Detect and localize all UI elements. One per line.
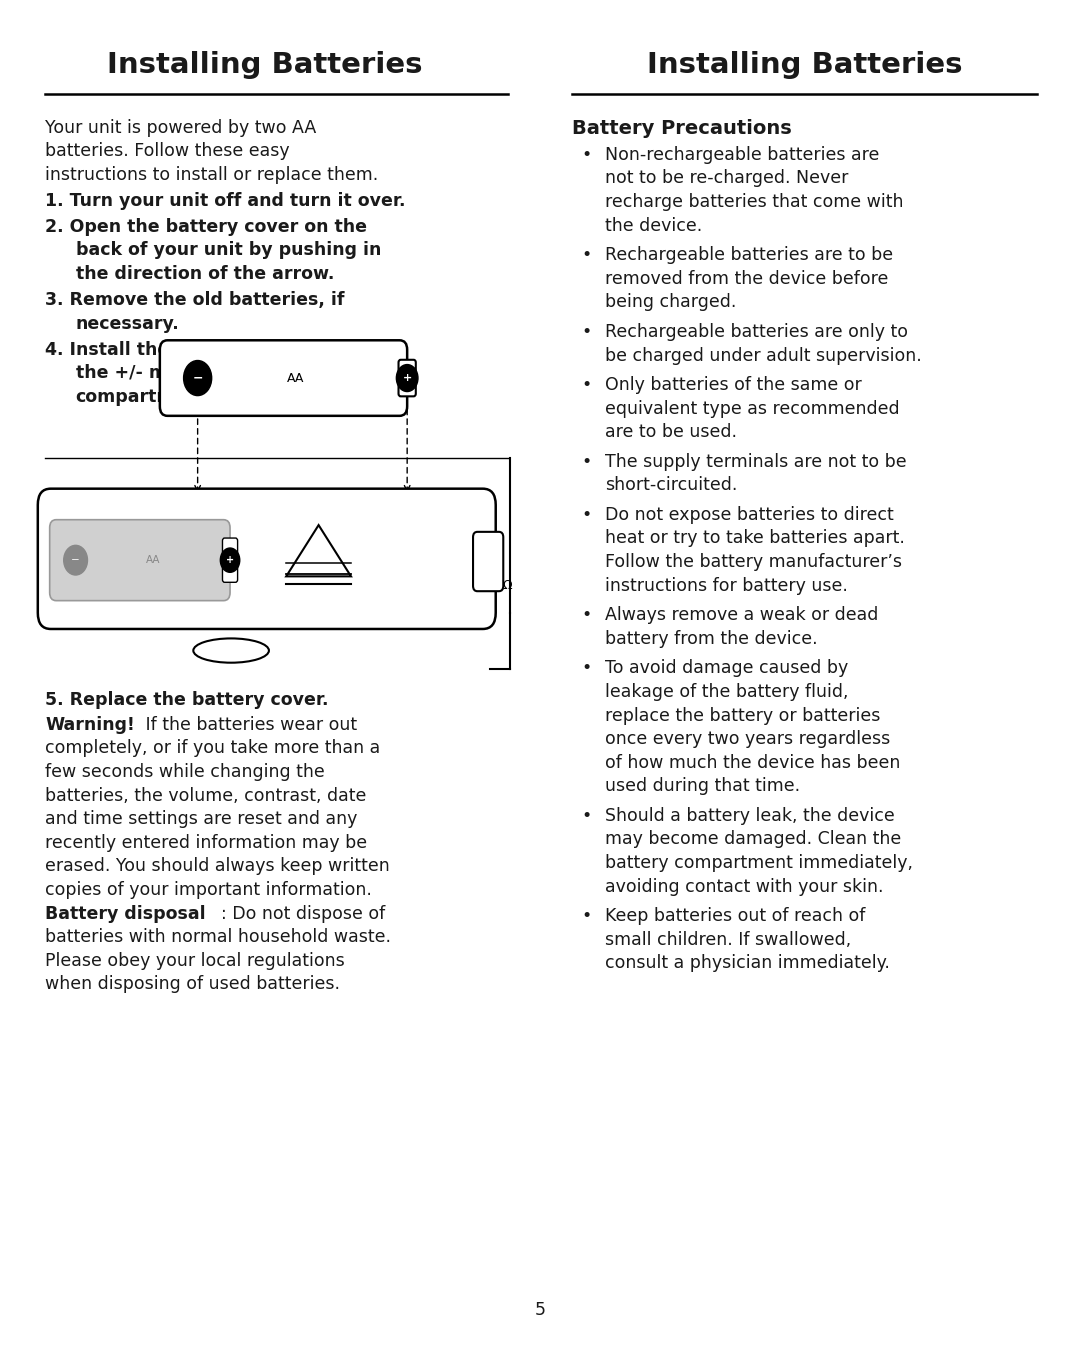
- Text: Rechargeable batteries are only to: Rechargeable batteries are only to: [605, 322, 908, 341]
- Text: 5: 5: [535, 1302, 545, 1319]
- Text: be charged under adult supervision.: be charged under adult supervision.: [605, 347, 921, 364]
- Text: •: •: [581, 322, 591, 341]
- Text: 4. Install the batteries following: 4. Install the batteries following: [45, 340, 361, 359]
- Text: erased. You should always keep written: erased. You should always keep written: [45, 858, 390, 876]
- Text: recharge batteries that come with: recharge batteries that come with: [605, 193, 903, 210]
- Text: Battery Precautions: Battery Precautions: [572, 119, 792, 138]
- Text: not to be re-charged. Never: not to be re-charged. Never: [605, 170, 848, 188]
- Text: •: •: [581, 907, 591, 925]
- FancyBboxPatch shape: [222, 538, 238, 583]
- Text: Your unit is powered by two AA: Your unit is powered by two AA: [45, 119, 316, 136]
- Text: •: •: [581, 376, 591, 394]
- Text: : Do not dispose of: : Do not dispose of: [221, 905, 386, 923]
- Text: few seconds while changing the: few seconds while changing the: [45, 764, 325, 781]
- Text: Installing Batteries: Installing Batteries: [647, 51, 962, 80]
- FancyBboxPatch shape: [473, 532, 503, 591]
- Text: leakage of the battery fluid,: leakage of the battery fluid,: [605, 683, 848, 701]
- Text: Do not expose batteries to direct: Do not expose batteries to direct: [605, 506, 893, 523]
- FancyBboxPatch shape: [38, 488, 496, 629]
- Text: Keep batteries out of reach of: Keep batteries out of reach of: [605, 907, 865, 925]
- Text: Follow the battery manufacturer’s: Follow the battery manufacturer’s: [605, 553, 902, 571]
- Text: necessary.: necessary.: [76, 314, 179, 333]
- Text: used during that time.: used during that time.: [605, 777, 800, 796]
- Text: compartment.: compartment.: [76, 387, 214, 406]
- Text: •: •: [581, 606, 591, 625]
- Text: replace the battery or batteries: replace the battery or batteries: [605, 707, 880, 724]
- Text: battery compartment immediately,: battery compartment immediately,: [605, 854, 913, 871]
- Circle shape: [220, 548, 240, 572]
- Text: 2. Open the battery cover on the: 2. Open the battery cover on the: [45, 217, 367, 236]
- Text: Should a battery leak, the device: Should a battery leak, the device: [605, 807, 894, 824]
- Text: completely, or if you take more than a: completely, or if you take more than a: [45, 739, 380, 757]
- Text: −: −: [192, 371, 203, 384]
- Text: Please obey your local regulations: Please obey your local regulations: [45, 952, 346, 970]
- Text: To avoid damage caused by: To avoid damage caused by: [605, 660, 848, 677]
- Text: •: •: [581, 506, 591, 523]
- Text: batteries, the volume, contrast, date: batteries, the volume, contrast, date: [45, 786, 367, 804]
- Text: +: +: [403, 374, 411, 383]
- Text: short-circuited.: short-circuited.: [605, 476, 738, 494]
- Text: AA: AA: [146, 556, 161, 565]
- Text: •: •: [581, 807, 591, 824]
- FancyBboxPatch shape: [160, 340, 407, 415]
- Text: 3. Remove the old batteries, if: 3. Remove the old batteries, if: [45, 291, 345, 309]
- Text: once every two years regardless: once every two years regardless: [605, 730, 890, 749]
- FancyBboxPatch shape: [50, 519, 230, 600]
- Text: may become damaged. Clean the: may become damaged. Clean the: [605, 831, 901, 849]
- Text: Battery disposal: Battery disposal: [45, 905, 206, 923]
- Text: Installing Batteries: Installing Batteries: [107, 51, 422, 80]
- Text: back of your unit by pushing in: back of your unit by pushing in: [76, 241, 381, 259]
- Text: removed from the device before: removed from the device before: [605, 270, 888, 287]
- Text: equivalent type as recommended: equivalent type as recommended: [605, 399, 900, 418]
- Text: recently entered information may be: recently entered information may be: [45, 834, 367, 851]
- Text: AA: AA: [286, 371, 303, 384]
- Text: of how much the device has been: of how much the device has been: [605, 754, 900, 772]
- Text: Rechargeable batteries are to be: Rechargeable batteries are to be: [605, 246, 893, 264]
- Circle shape: [64, 545, 87, 575]
- Text: Ω: Ω: [503, 579, 512, 592]
- Text: and time settings are reset and any: and time settings are reset and any: [45, 811, 357, 828]
- Text: +: +: [226, 556, 234, 565]
- Text: If the batteries wear out: If the batteries wear out: [140, 716, 357, 734]
- FancyBboxPatch shape: [399, 360, 416, 397]
- Text: Warning!: Warning!: [45, 716, 135, 734]
- Text: •: •: [581, 453, 591, 471]
- Text: batteries with normal household waste.: batteries with normal household waste.: [45, 928, 391, 946]
- Text: when disposing of used batteries.: when disposing of used batteries.: [45, 975, 340, 993]
- Circle shape: [184, 360, 212, 395]
- Text: •: •: [581, 246, 591, 264]
- Text: •: •: [581, 146, 591, 163]
- Text: −: −: [71, 556, 80, 565]
- Text: batteries. Follow these easy: batteries. Follow these easy: [45, 142, 291, 161]
- Text: battery from the device.: battery from the device.: [605, 630, 818, 648]
- Text: instructions to install or replace them.: instructions to install or replace them.: [45, 166, 379, 183]
- Text: Only batteries of the same or: Only batteries of the same or: [605, 376, 862, 394]
- Text: heat or try to take batteries apart.: heat or try to take batteries apart.: [605, 529, 905, 548]
- Text: the direction of the arrow.: the direction of the arrow.: [76, 264, 334, 283]
- Text: Non-rechargeable batteries are: Non-rechargeable batteries are: [605, 146, 879, 163]
- Text: the device.: the device.: [605, 217, 702, 235]
- Text: consult a physician immediately.: consult a physician immediately.: [605, 954, 890, 973]
- Text: Always remove a weak or dead: Always remove a weak or dead: [605, 606, 878, 625]
- Text: The supply terminals are not to be: The supply terminals are not to be: [605, 453, 906, 471]
- Text: avoiding contact with your skin.: avoiding contact with your skin.: [605, 878, 883, 896]
- Text: small children. If swallowed,: small children. If swallowed,: [605, 931, 851, 948]
- Text: 1. Turn your unit off and turn it over.: 1. Turn your unit off and turn it over.: [45, 192, 406, 210]
- Text: copies of your important information.: copies of your important information.: [45, 881, 373, 898]
- Text: being charged.: being charged.: [605, 293, 737, 312]
- Text: the +/- markings in the battery: the +/- markings in the battery: [76, 364, 381, 382]
- Circle shape: [396, 364, 418, 391]
- Text: 5. Replace the battery cover.: 5. Replace the battery cover.: [45, 691, 329, 710]
- Text: •: •: [581, 660, 591, 677]
- Text: are to be used.: are to be used.: [605, 424, 737, 441]
- Text: instructions for battery use.: instructions for battery use.: [605, 576, 848, 595]
